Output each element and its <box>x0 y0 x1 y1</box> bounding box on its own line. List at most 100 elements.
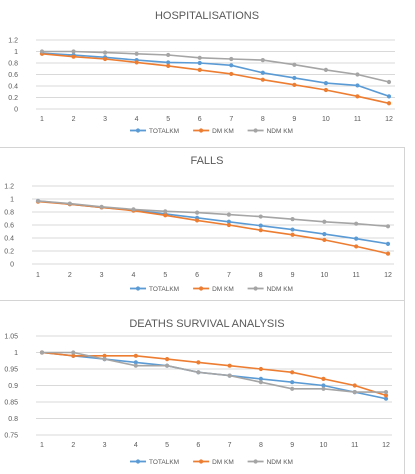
legend-marker <box>199 459 204 464</box>
data-point <box>321 386 326 391</box>
data-point <box>258 380 264 385</box>
y-tick-label: 0.85 <box>4 400 18 407</box>
series-line <box>41 351 387 400</box>
data-point <box>386 101 392 106</box>
data-point <box>354 236 359 241</box>
x-tick-label: 8 <box>259 272 263 279</box>
data-point <box>102 353 107 358</box>
legend-label: TOTALKM <box>149 128 179 135</box>
data-point <box>383 393 389 398</box>
data-point <box>385 241 391 246</box>
data-point <box>99 204 104 209</box>
y-tick-label: 1.2 <box>8 38 18 45</box>
data-point <box>229 63 234 68</box>
data-point <box>290 370 295 375</box>
data-point <box>321 383 326 388</box>
data-point <box>385 224 391 229</box>
data-point <box>383 390 389 395</box>
data-point <box>258 366 264 372</box>
legend-marker <box>199 128 204 133</box>
y-tick-label: 0.2 <box>4 249 14 256</box>
legend-item: DM KM <box>193 459 234 466</box>
series-line <box>37 200 389 228</box>
data-point <box>290 227 295 232</box>
data-point <box>134 51 139 56</box>
x-tick-label: 10 <box>320 442 328 449</box>
data-point <box>322 232 327 237</box>
legend-label: NDM KM <box>267 128 293 135</box>
data-point <box>226 219 232 224</box>
data-point <box>196 370 201 375</box>
data-point <box>71 350 76 355</box>
data-point <box>323 81 329 86</box>
data-point <box>194 210 200 215</box>
data-point <box>102 357 107 362</box>
data-point <box>131 207 136 212</box>
data-point <box>227 363 232 368</box>
data-point <box>39 49 45 54</box>
series-line <box>42 50 390 83</box>
data-point <box>352 390 357 395</box>
legend-marker <box>253 459 258 464</box>
chart-frame-edge <box>404 148 405 300</box>
x-tick-label: 2 <box>71 442 75 449</box>
x-tick-label: 9 <box>290 442 294 449</box>
x-tick-label: 3 <box>103 442 107 449</box>
legend-marker <box>135 286 141 291</box>
y-tick-label: 0.8 <box>8 416 18 423</box>
data-point <box>35 198 41 204</box>
legend-label: TOTALKM <box>149 459 179 466</box>
data-point <box>102 50 108 55</box>
y-tick-label: 1 <box>14 49 18 56</box>
series-dm-km <box>39 51 392 106</box>
data-point <box>323 87 329 93</box>
y-tick-label: 0.6 <box>8 72 18 79</box>
data-point <box>166 52 171 58</box>
y-tick-label: 0.4 <box>4 236 14 243</box>
data-point <box>322 237 327 243</box>
legend-item: NDM KM <box>247 286 293 293</box>
data-point <box>258 223 263 228</box>
data-point <box>163 209 168 214</box>
data-point <box>258 214 263 219</box>
legend-item: NDM KM <box>247 459 293 466</box>
x-tick-label: 4 <box>135 116 139 123</box>
x-tick-label: 1 <box>40 442 44 449</box>
data-point <box>166 60 171 65</box>
data-point <box>354 244 359 249</box>
data-point <box>386 79 392 85</box>
data-point <box>197 67 202 72</box>
data-point <box>355 72 360 77</box>
data-point <box>260 70 265 75</box>
legend-marker <box>253 286 258 291</box>
data-point <box>166 63 171 68</box>
data-point <box>71 49 76 54</box>
legend-marker <box>199 286 204 291</box>
data-point <box>163 213 168 218</box>
x-tick-label: 3 <box>103 116 107 123</box>
series-line <box>42 351 386 393</box>
x-tick-label: 1 <box>36 272 40 279</box>
data-point <box>39 350 45 355</box>
data-point <box>292 82 297 87</box>
legend-marker <box>135 128 141 133</box>
data-point <box>321 376 326 381</box>
legend-item: TOTALKM <box>130 128 179 135</box>
data-point <box>258 376 264 381</box>
chart-separator <box>0 300 405 301</box>
data-point <box>133 363 138 368</box>
series-dm-km <box>35 199 391 256</box>
legend-label: DM KM <box>212 128 234 135</box>
data-point <box>260 58 265 63</box>
y-tick-label: 0.75 <box>4 433 18 440</box>
x-tick-label: 11 <box>354 116 361 123</box>
x-tick-label: 10 <box>322 116 330 123</box>
data-point <box>227 373 232 378</box>
x-tick-label: 3 <box>100 272 104 279</box>
data-point <box>292 75 297 81</box>
chart-separator <box>0 147 405 148</box>
data-point <box>260 77 265 82</box>
data-point <box>386 94 392 99</box>
y-tick-label: 0 <box>10 262 14 269</box>
